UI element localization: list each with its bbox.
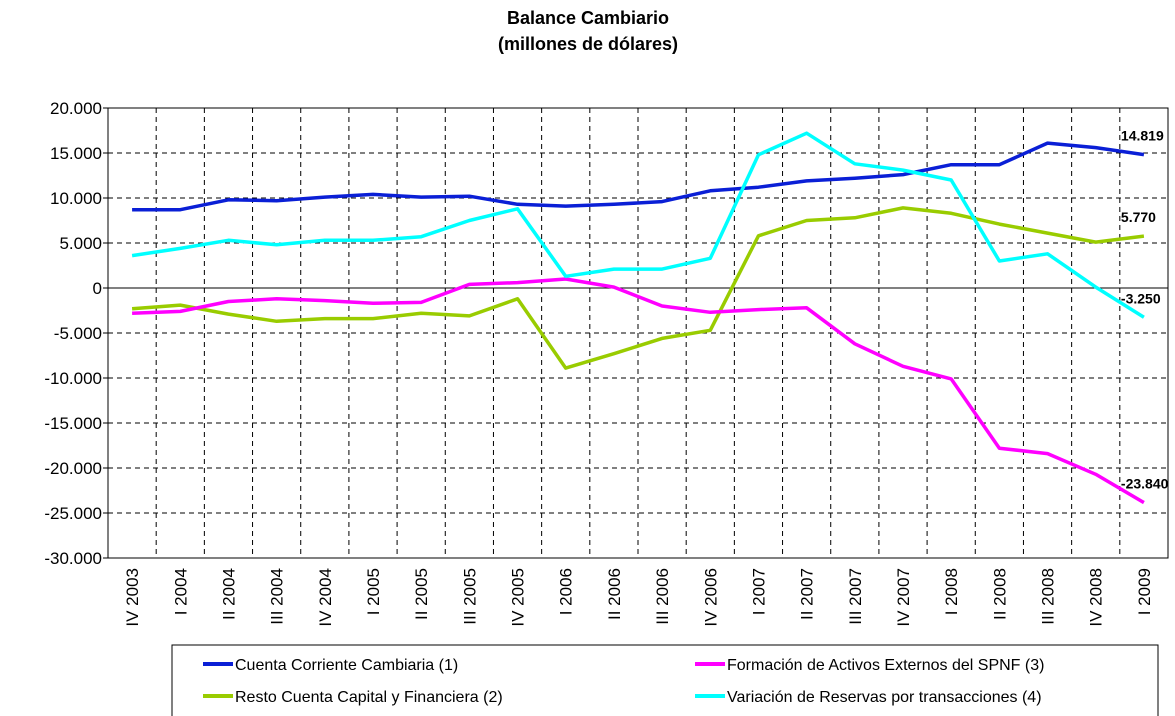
x-tick-label: I 2004 (171, 568, 190, 615)
x-tick-label: IV 2004 (316, 568, 335, 627)
x-tick-label: I 2007 (749, 568, 768, 615)
chart-title: Balance Cambiario (507, 8, 669, 28)
y-tick-label: -20.000 (44, 459, 102, 478)
x-tick-label: III 2008 (1039, 568, 1058, 625)
series-line (131, 131, 1145, 319)
x-tick-label: I 2009 (1135, 568, 1154, 615)
y-tick-label: -15.000 (44, 414, 102, 433)
data-label: 14.819 (1121, 128, 1164, 144)
legend-label: Resto Cuenta Capital y Financiera (2) (235, 689, 503, 706)
x-tick-label: I 2005 (364, 568, 383, 615)
chart-subtitle: (millones de dólares) (498, 34, 678, 54)
y-tick-label: -5.000 (54, 324, 102, 343)
x-tick-label: III 2004 (268, 568, 287, 625)
series-line (132, 141, 1145, 212)
data-label: 5.770 (1121, 209, 1156, 225)
data-label: -23.840 (1121, 476, 1169, 492)
x-tick-label: I 2008 (942, 568, 961, 615)
x-tick-label: II 2004 (219, 568, 238, 620)
data-label: -3.250 (1121, 290, 1161, 306)
y-tick-label: 15.000 (50, 144, 102, 163)
x-tick-label: II 2007 (798, 568, 817, 620)
y-tick-label: 5.000 (59, 234, 102, 253)
x-tick-label: I 2006 (557, 568, 576, 615)
y-tick-label: 0 (93, 279, 102, 298)
y-tick-label: 20.000 (50, 99, 102, 118)
legend-label: Cuenta Corriente Cambiaria (1) (235, 657, 458, 674)
x-tick-label: III 2006 (653, 568, 672, 625)
x-tick-label: IV 2003 (123, 568, 142, 627)
series-line (132, 277, 1145, 505)
x-tick-label: IV 2007 (894, 568, 913, 627)
x-tick-label: III 2007 (846, 568, 865, 625)
x-tick-label: II 2006 (605, 568, 624, 620)
x-tick-label: IV 2005 (509, 568, 528, 627)
y-tick-label: -30.000 (44, 549, 102, 568)
y-tick-label: -10.000 (44, 369, 102, 388)
legend-label: Formación de Activos Externos del SPNF (… (727, 657, 1044, 674)
y-tick-label: -25.000 (44, 504, 102, 523)
legend-box (171, 644, 1159, 716)
x-tick-label: IV 2006 (701, 568, 720, 627)
legend-label: Variación de Reservas por transacciones … (727, 689, 1042, 706)
x-tick-label: II 2005 (412, 568, 431, 620)
x-tick-label: IV 2008 (1087, 568, 1106, 627)
x-tick-label: III 2005 (460, 568, 479, 625)
x-tick-label: II 2008 (990, 568, 1009, 620)
y-tick-label: 10.000 (50, 189, 102, 208)
